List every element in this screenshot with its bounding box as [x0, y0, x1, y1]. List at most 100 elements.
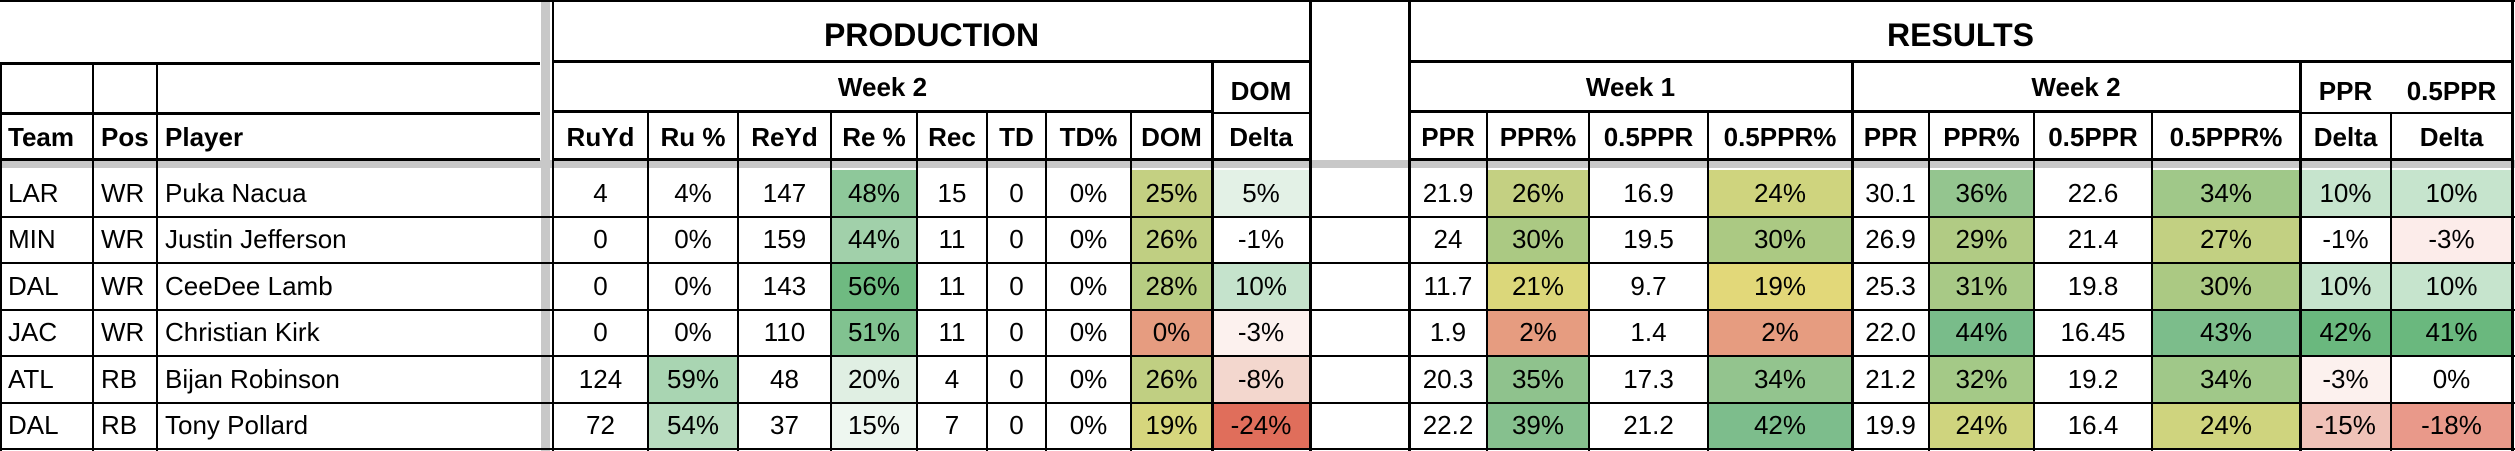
cell-week1[interactable]: 30%	[1487, 216, 1589, 263]
cell-week1[interactable]: 9.7	[1589, 263, 1708, 310]
col-week2[interactable]: PPR	[1863, 122, 1918, 152]
cell-production[interactable]: 0	[987, 170, 1046, 217]
cell-team[interactable]: LAR	[8, 177, 59, 208]
col-delta[interactable]: Delta	[2419, 122, 2484, 152]
cell-week1[interactable]: 11.7	[1409, 263, 1487, 310]
cell-week1[interactable]: 20.3	[1409, 356, 1487, 403]
cell-production[interactable]: 0%	[1046, 170, 1131, 217]
header-dom[interactable]: DOM	[1230, 76, 1292, 106]
cell-week1[interactable]: 21.9	[1409, 170, 1487, 217]
cell-week1[interactable]: 2%	[1708, 309, 1852, 356]
cell-production[interactable]: 48	[738, 356, 831, 403]
cell-pos[interactable]: WR	[101, 317, 145, 348]
cell-week1[interactable]: 16.9	[1589, 170, 1708, 217]
cell-week2[interactable]: 24%	[2152, 402, 2300, 449]
col-production[interactable]: ReYd	[751, 122, 818, 152]
cell-production[interactable]: 159	[738, 216, 831, 263]
header-ppr[interactable]: PPR	[2318, 76, 2373, 106]
cell-week2[interactable]: 36%	[1929, 170, 2034, 217]
col-player[interactable]: Player	[165, 122, 244, 152]
cell-production[interactable]: 19%	[1131, 402, 1212, 449]
cell-week1[interactable]: 19%	[1708, 263, 1852, 310]
cell-week1[interactable]: 26%	[1487, 170, 1589, 217]
cell-production[interactable]: 28%	[1131, 263, 1212, 310]
cell-player[interactable]: Puka Nacua	[165, 177, 307, 208]
cell-week2[interactable]: 30%	[2152, 263, 2300, 310]
cell-pos[interactable]: WR	[101, 177, 145, 208]
cell-delta[interactable]: -3%	[2300, 356, 2391, 403]
cell-production[interactable]: 15%	[831, 402, 917, 449]
cell-production[interactable]: 15	[917, 170, 987, 217]
col-production[interactable]: TD	[999, 122, 1034, 152]
cell-production[interactable]: 124	[553, 356, 648, 403]
cell-week1[interactable]: 35%	[1487, 356, 1589, 403]
cell-player[interactable]: CeeDee Lamb	[165, 270, 333, 301]
cell-delta[interactable]: -3%	[2391, 216, 2512, 263]
cell-production[interactable]: 26%	[1131, 216, 1212, 263]
cell-week1[interactable]: 21.2	[1589, 402, 1708, 449]
cell-week1[interactable]: 1.9	[1409, 309, 1487, 356]
header-production[interactable]: PRODUCTION	[823, 16, 1040, 53]
col-week2[interactable]: 0.5PPR	[2048, 122, 2138, 152]
cell-week1[interactable]: 39%	[1487, 402, 1589, 449]
cell-week1[interactable]: 1.4	[1589, 309, 1708, 356]
cell-delta[interactable]: -18%	[2391, 402, 2512, 449]
cell-team[interactable]: DAL	[8, 410, 59, 441]
cell-production[interactable]: 11	[917, 263, 987, 310]
cell-production[interactable]: 0	[987, 216, 1046, 263]
cell-production[interactable]: 37	[738, 402, 831, 449]
cell-player[interactable]: Bijan Robinson	[165, 363, 340, 394]
cell-production[interactable]: 11	[917, 309, 987, 356]
col-production[interactable]: Delta	[1229, 122, 1293, 152]
cell-production[interactable]: 25%	[1131, 170, 1212, 217]
col-production[interactable]: Re %	[842, 122, 906, 152]
cell-production[interactable]: 26%	[1131, 356, 1212, 403]
cell-pos[interactable]: WR	[101, 270, 145, 301]
col-production[interactable]: TD%	[1059, 122, 1118, 152]
cell-production[interactable]: 10%	[1212, 263, 1310, 310]
cell-week2[interactable]: 32%	[1929, 356, 2034, 403]
cell-week2[interactable]: 34%	[2152, 170, 2300, 217]
cell-team[interactable]: ATL	[8, 363, 54, 394]
cell-delta[interactable]: -15%	[2300, 402, 2391, 449]
col-week1[interactable]: PPR	[1421, 122, 1475, 152]
cell-week2[interactable]: 22.6	[2034, 170, 2152, 217]
cell-week1[interactable]: 24%	[1708, 170, 1852, 217]
cell-week1[interactable]: 24	[1409, 216, 1487, 263]
cell-week2[interactable]: 31%	[1929, 263, 2034, 310]
cell-pos[interactable]: WR	[101, 224, 145, 255]
cell-production[interactable]: 48%	[831, 170, 917, 217]
cell-week2[interactable]: 27%	[2152, 216, 2300, 263]
cell-production[interactable]: 110	[738, 309, 831, 356]
cell-production[interactable]: 4%	[648, 170, 738, 217]
cell-delta[interactable]: -1%	[2300, 216, 2391, 263]
cell-delta[interactable]: 10%	[2300, 263, 2391, 310]
cell-production[interactable]: 59%	[648, 356, 738, 403]
cell-week2[interactable]: 21.4	[2034, 216, 2152, 263]
cell-production[interactable]: 147	[738, 170, 831, 217]
cell-week2[interactable]: 21.2	[1852, 356, 1929, 403]
cell-week1[interactable]: 19.5	[1589, 216, 1708, 263]
header-results[interactable]: RESULTS	[1887, 16, 2034, 53]
cell-production[interactable]: 0%	[1046, 309, 1131, 356]
cell-week2[interactable]: 16.45	[2034, 309, 2152, 356]
cell-team[interactable]: JAC	[8, 317, 58, 348]
cell-player[interactable]: Justin Jefferson	[165, 224, 347, 255]
cell-production[interactable]: -1%	[1212, 216, 1310, 263]
cell-week2[interactable]: 16.4	[2034, 402, 2152, 449]
cell-production[interactable]: 0	[987, 263, 1046, 310]
col-production[interactable]: DOM	[1141, 122, 1202, 152]
col-team[interactable]: Team	[8, 122, 74, 152]
cell-week2[interactable]: 34%	[2152, 356, 2300, 403]
cell-delta[interactable]: 42%	[2300, 309, 2391, 356]
col-week2[interactable]: 0.5PPR%	[2169, 122, 2283, 152]
cell-production[interactable]: 7	[917, 402, 987, 449]
header-halfppr[interactable]: 0.5PPR	[2406, 76, 2497, 106]
cell-production[interactable]: 0	[553, 309, 648, 356]
col-production[interactable]: RuYd	[566, 122, 635, 152]
cell-production[interactable]: 0	[553, 263, 648, 310]
cell-week2[interactable]: 24%	[1929, 402, 2034, 449]
cell-production[interactable]: 72	[553, 402, 648, 449]
cell-week1[interactable]: 42%	[1708, 402, 1852, 449]
cell-week2[interactable]: 29%	[1929, 216, 2034, 263]
